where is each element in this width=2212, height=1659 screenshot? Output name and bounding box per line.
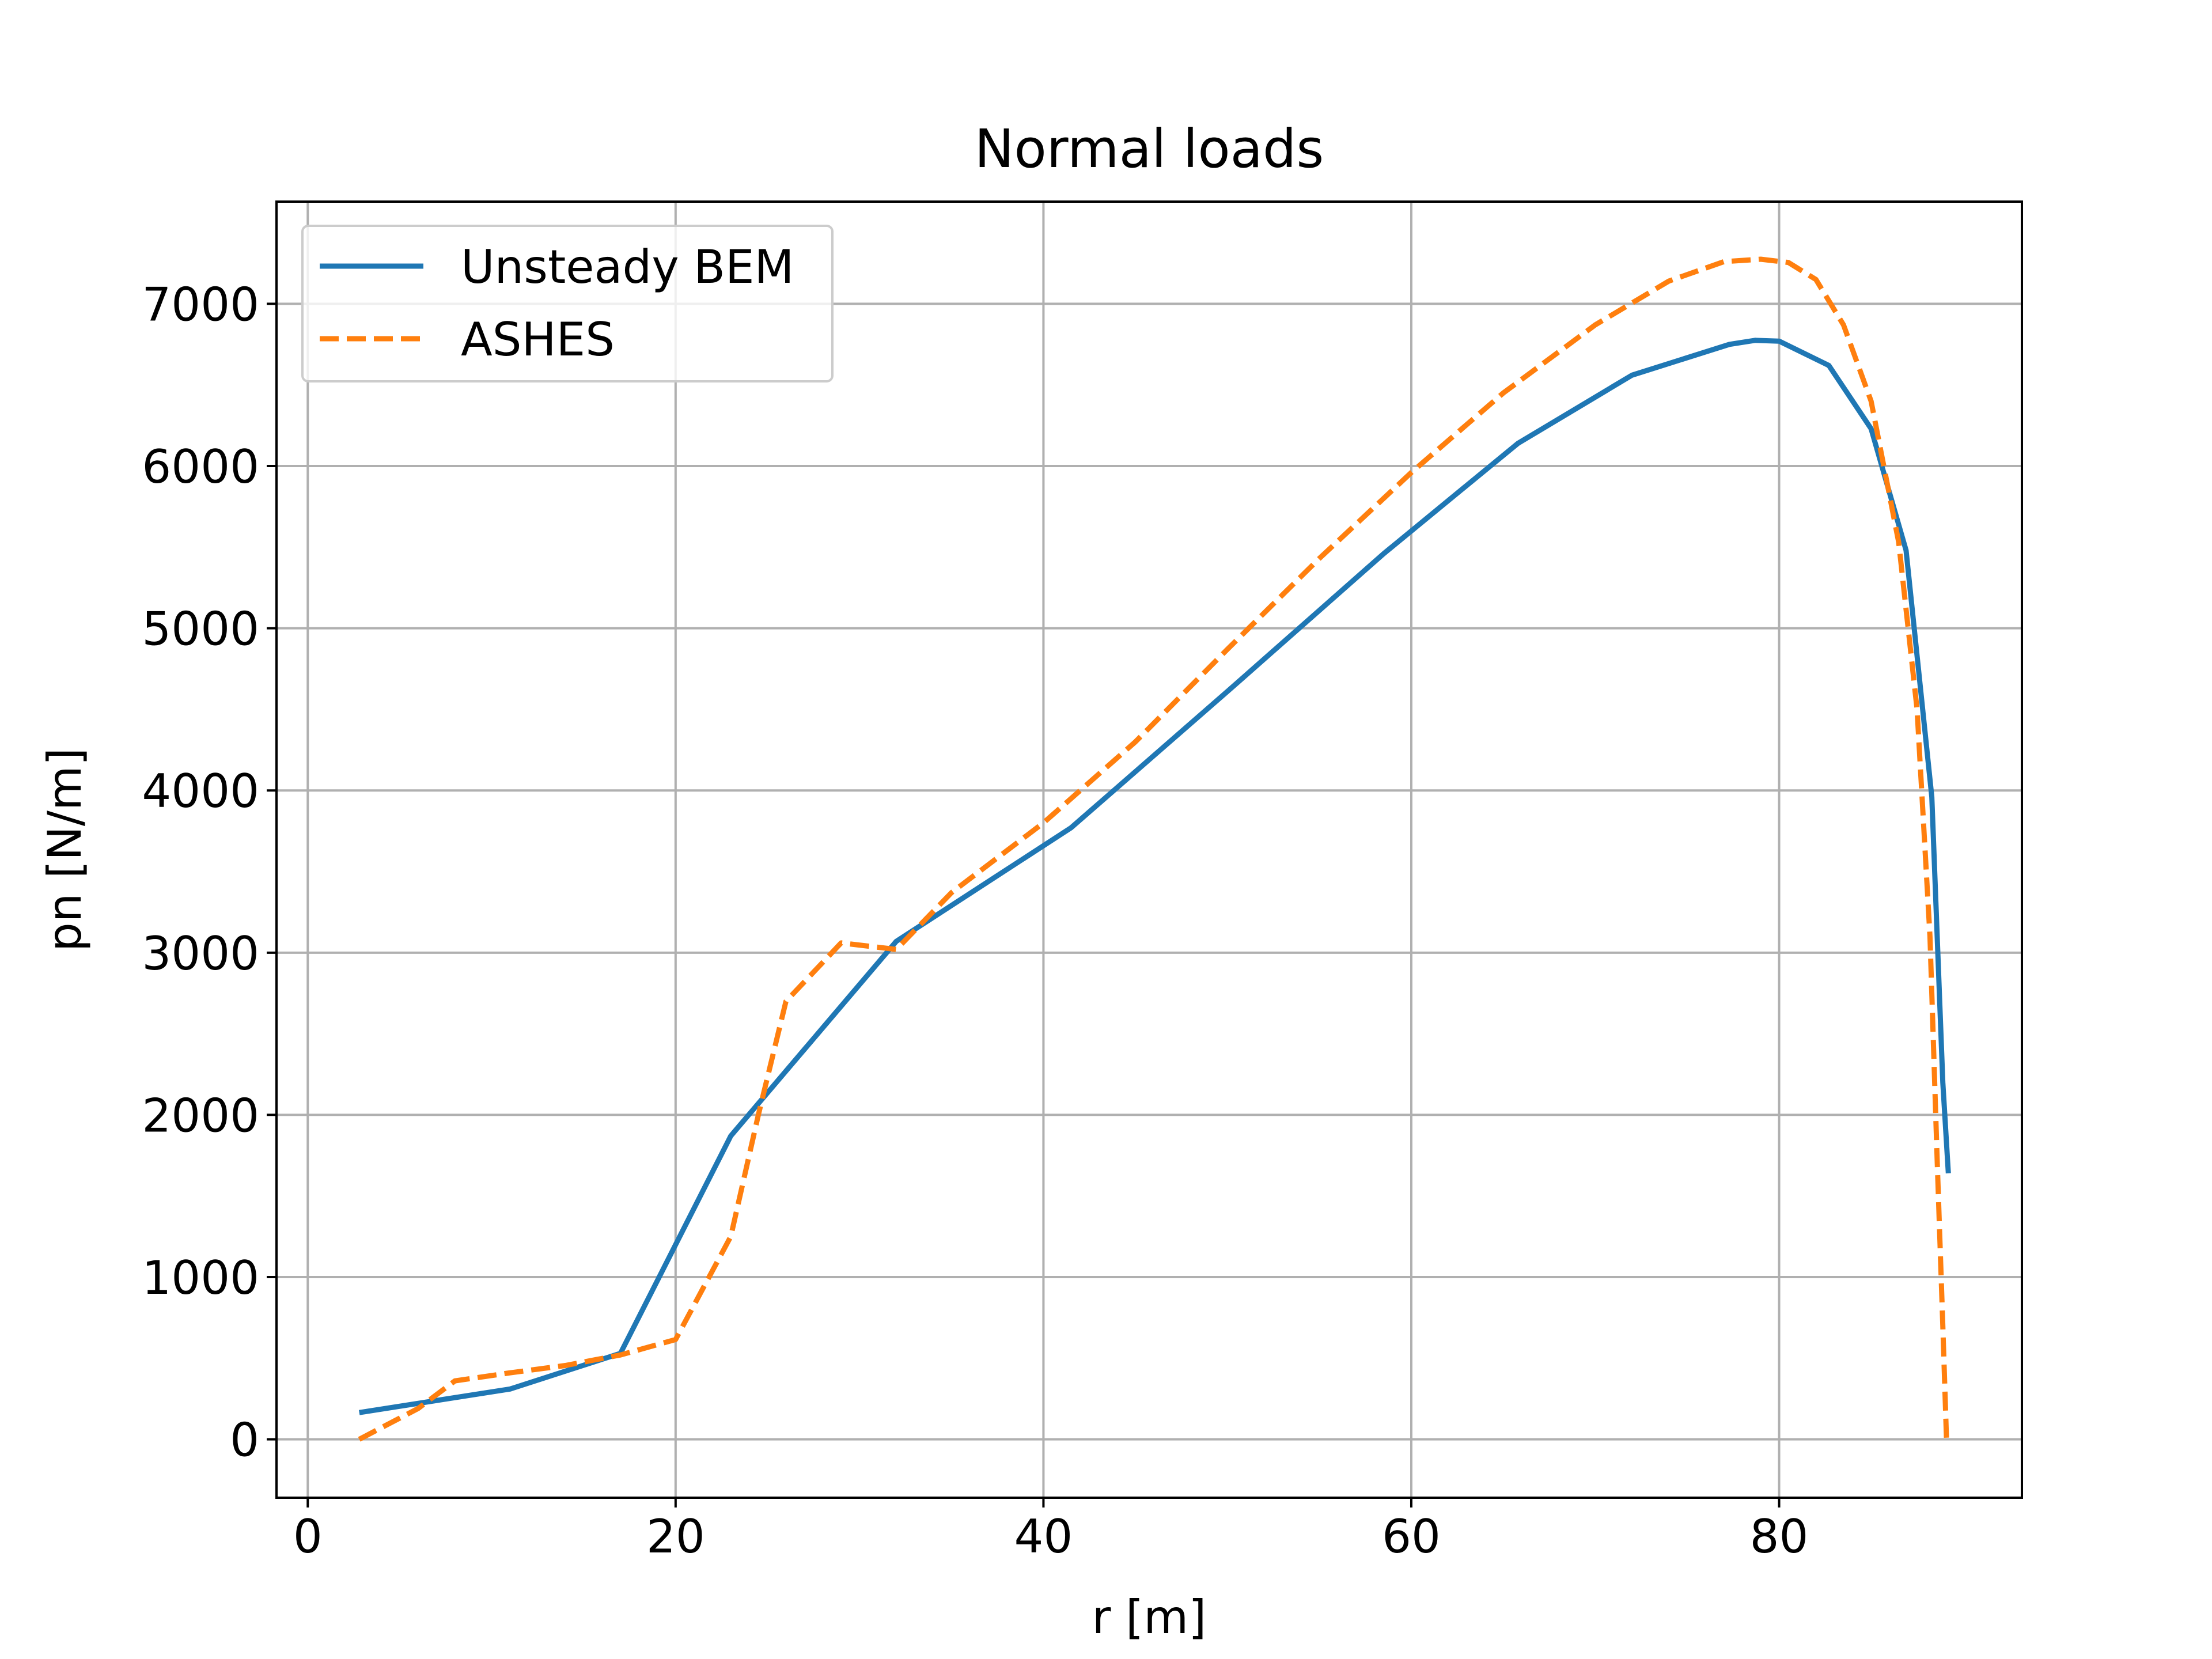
y-tick-label: 6000 [142,440,259,494]
y-tick-label: 4000 [142,764,259,818]
chart-title: Normal loads [975,118,1324,180]
y-tick-label: 3000 [142,927,259,980]
series-line-unsteady-bem [359,338,1951,1415]
x-axis-label: r [m] [1092,1590,1207,1644]
y-tick-label: 0 [230,1414,259,1467]
axis-ticks: 0 20 40 60 80 0 1000 2000 3000 4000 5000 6000 7000 [142,278,1808,1563]
legend: Unsteady BEM ASHES [301,225,834,382]
legend-box [301,225,834,382]
y-tick-label: 5000 [142,603,259,656]
plot-frame [275,200,2023,1499]
series-line-ashes [358,256,1949,1442]
x-tick-label: 60 [1382,1510,1441,1563]
x-tick-label: 80 [1750,1510,1809,1563]
x-tick-label: 40 [1014,1510,1073,1563]
y-axis-label: pn [N/m] [38,748,92,952]
x-tick-label: 20 [646,1510,705,1563]
y-tick-label: 7000 [142,278,259,331]
grid-lines [276,202,2022,1498]
y-tick-label: 1000 [142,1251,259,1305]
series-lines [358,256,1951,1442]
legend-label-unsteady-bem: Unsteady BEM [461,240,794,294]
legend-label-ashes: ASHES [461,313,615,366]
y-tick-label: 2000 [142,1089,259,1142]
x-tick-label: 0 [293,1510,323,1563]
